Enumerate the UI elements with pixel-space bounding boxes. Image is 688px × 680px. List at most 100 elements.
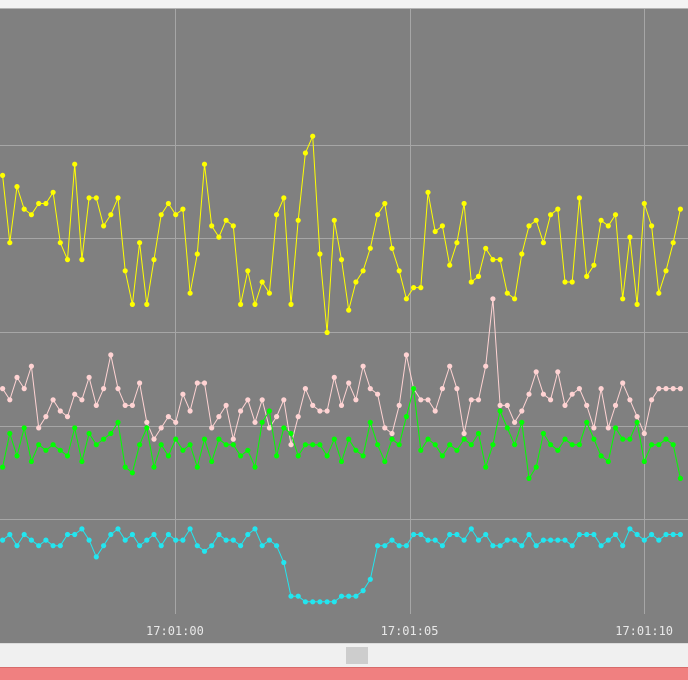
- data-point: [418, 531, 424, 538]
- data-point: [28, 458, 34, 465]
- data-point: [504, 425, 510, 431]
- data-point: [274, 414, 280, 420]
- data-point: [238, 408, 244, 414]
- data-point: [317, 408, 323, 414]
- data-point: [144, 301, 150, 307]
- data-point: [548, 212, 554, 218]
- data-point: [620, 296, 626, 302]
- data-point: [367, 386, 373, 392]
- status-footer-bar: [0, 667, 688, 680]
- data-point: [238, 543, 244, 549]
- data-point: [180, 537, 186, 543]
- data-point: [663, 386, 669, 392]
- data-point: [555, 206, 561, 212]
- data-point: [331, 436, 337, 442]
- data-point: [72, 161, 78, 167]
- data-point: [677, 386, 684, 392]
- data-point: [612, 402, 619, 408]
- data-point: [144, 425, 150, 431]
- data-point: [295, 593, 301, 599]
- data-point: [656, 442, 662, 448]
- data-point: [281, 397, 287, 403]
- data-point: [266, 290, 272, 296]
- data-point: [230, 223, 236, 229]
- data-point: [201, 436, 208, 442]
- data-point: [656, 537, 662, 543]
- data-point: [43, 537, 49, 543]
- data-point: [519, 251, 525, 257]
- data-point: [295, 414, 301, 420]
- data-point: [490, 257, 496, 263]
- data-point: [468, 279, 474, 285]
- data-point: [605, 458, 611, 465]
- data-point: [439, 223, 445, 229]
- data-point: [591, 436, 597, 442]
- data-point: [649, 442, 655, 448]
- data-point: [14, 543, 20, 549]
- data-point: [389, 436, 395, 442]
- data-point: [230, 436, 236, 442]
- data-point: [7, 397, 13, 403]
- data-point: [266, 537, 272, 543]
- scrollbar-thumb[interactable]: [346, 647, 368, 664]
- data-point: [576, 195, 583, 201]
- data-point: [548, 397, 554, 403]
- data-point: [468, 442, 474, 448]
- data-point: [418, 447, 424, 453]
- data-point: [108, 352, 114, 358]
- data-point: [389, 537, 395, 543]
- data-point: [548, 442, 554, 448]
- data-point: [194, 380, 200, 386]
- data-point: [641, 458, 647, 465]
- data-point: [194, 543, 200, 549]
- data-point: [411, 531, 417, 538]
- data-point: [454, 386, 460, 392]
- horizontal-gridlines: [0, 145, 688, 520]
- data-point: [439, 453, 445, 459]
- title-strip: [0, 0, 688, 8]
- data-point: [511, 296, 518, 302]
- data-point: [50, 189, 56, 195]
- data-point: [584, 531, 590, 538]
- data-point: [605, 425, 611, 431]
- data-point: [670, 442, 676, 448]
- data-point: [223, 402, 229, 408]
- data-point: [7, 430, 13, 437]
- data-point: [562, 436, 568, 442]
- data-point: [519, 408, 525, 414]
- data-point: [634, 301, 640, 307]
- data-point: [425, 537, 431, 543]
- data-point: [187, 442, 193, 448]
- data-point: [187, 526, 193, 532]
- data-point: [540, 537, 547, 543]
- data-point: [64, 453, 71, 459]
- data-point: [338, 257, 345, 263]
- data-point: [173, 212, 179, 218]
- data-point: [158, 442, 164, 448]
- data-point: [317, 251, 323, 257]
- data-point: [28, 363, 34, 369]
- data-point: [288, 430, 294, 437]
- data-point: [259, 397, 265, 403]
- data-point: [555, 537, 561, 543]
- data-point: [612, 531, 619, 538]
- data-point: [223, 537, 229, 543]
- data-point: [663, 268, 669, 274]
- data-point: [555, 369, 561, 375]
- data-point: [151, 257, 157, 263]
- data-point: [360, 453, 366, 459]
- data-point: [0, 386, 6, 392]
- data-point: [562, 537, 568, 543]
- data-point: [396, 402, 402, 408]
- horizontal-scrollbar[interactable]: [0, 643, 688, 667]
- series-4: [0, 526, 684, 605]
- data-point: [353, 279, 359, 285]
- data-point: [656, 386, 662, 392]
- data-point: [353, 593, 359, 599]
- data-point: [598, 386, 604, 392]
- data-point: [375, 391, 381, 397]
- data-point: [310, 442, 316, 448]
- data-point: [216, 436, 222, 442]
- data-point: [519, 543, 525, 549]
- data-point: [483, 464, 489, 470]
